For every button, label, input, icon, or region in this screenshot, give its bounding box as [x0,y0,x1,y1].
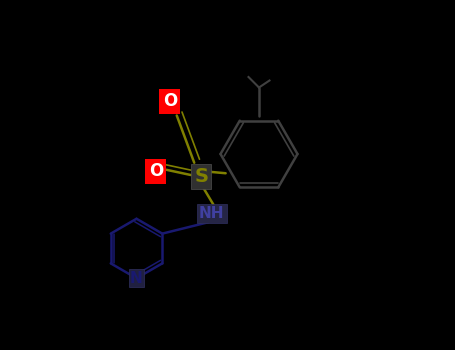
Text: N: N [130,271,143,286]
Text: O: O [149,162,163,181]
Text: S: S [194,167,208,186]
Text: NH: NH [199,206,224,221]
Text: O: O [162,92,177,111]
